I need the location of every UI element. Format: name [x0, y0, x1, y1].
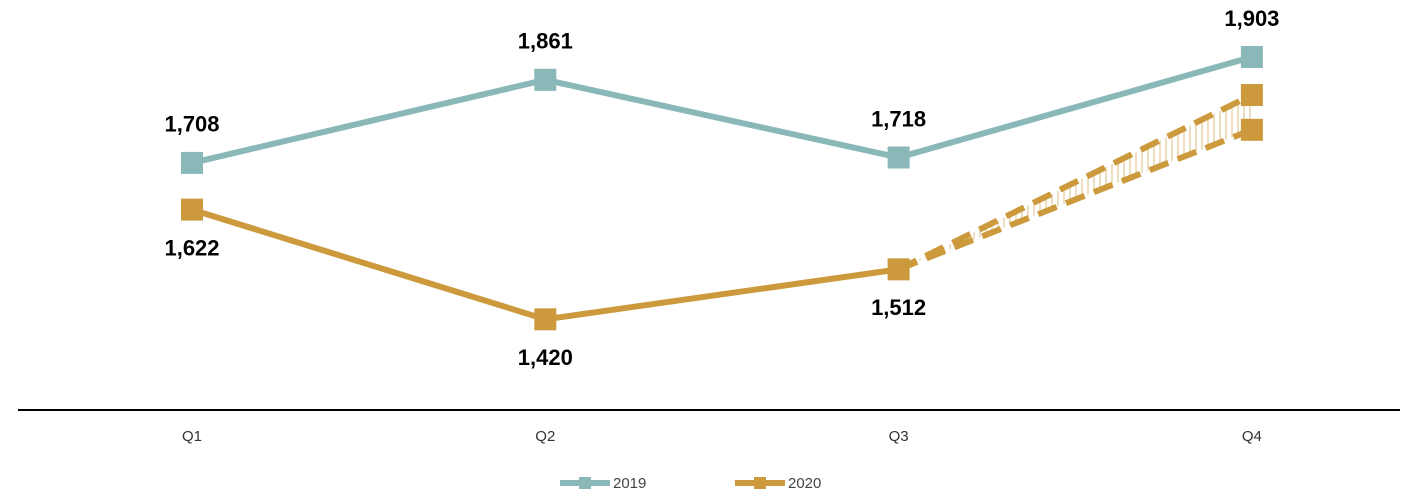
- marker: [534, 308, 557, 331]
- marker: [1240, 118, 1263, 141]
- data-label: 1,420: [518, 345, 573, 370]
- x-tick-label: Q4: [1242, 428, 1262, 445]
- data-label: 1,718: [871, 106, 926, 131]
- legend-item: 2019: [560, 475, 646, 492]
- data-label: 1,512: [871, 295, 926, 320]
- legend-label: 2020: [788, 475, 821, 492]
- marker: [1240, 46, 1263, 69]
- forecast-line: [897, 126, 1254, 273]
- marker: [534, 68, 557, 91]
- x-tick-label: Q1: [182, 428, 202, 445]
- legend-label: 2019: [613, 475, 646, 492]
- data-label: 1,903: [1224, 6, 1279, 31]
- marker: [887, 258, 910, 281]
- data-label: 1,622: [164, 235, 219, 260]
- marker: [181, 151, 203, 174]
- marker: [1240, 84, 1263, 107]
- x-tick-label: Q2: [535, 428, 555, 445]
- forecast-line: [897, 92, 1254, 273]
- series-line: [191, 54, 1253, 166]
- data-label: 1,861: [518, 29, 573, 54]
- data-label: 1,708: [164, 112, 219, 137]
- marker: [181, 198, 203, 221]
- legend-item: 2020: [735, 475, 821, 492]
- legend-marker: [579, 477, 591, 489]
- marker: [887, 146, 910, 169]
- x-tick-label: Q3: [889, 428, 909, 445]
- series-line: [191, 206, 900, 323]
- legend-marker: [754, 477, 766, 489]
